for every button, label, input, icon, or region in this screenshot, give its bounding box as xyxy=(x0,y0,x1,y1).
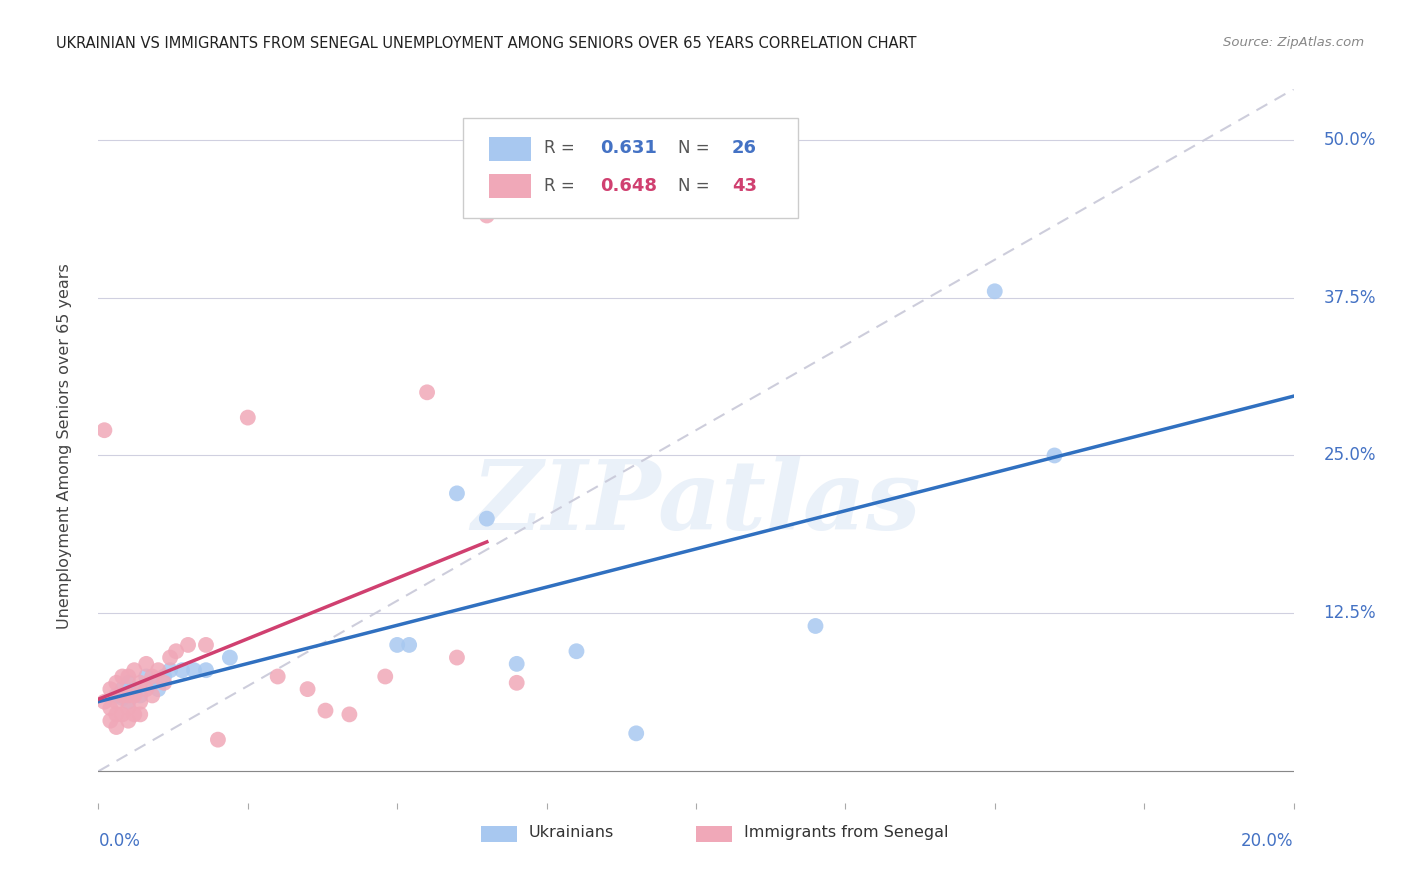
Point xyxy=(565,644,588,658)
FancyBboxPatch shape xyxy=(463,118,797,218)
Point xyxy=(506,675,529,690)
Point xyxy=(93,423,115,437)
Point xyxy=(111,707,134,722)
Point xyxy=(315,704,337,718)
Point xyxy=(172,663,194,677)
Point xyxy=(111,690,134,705)
Point xyxy=(207,732,229,747)
Y-axis label: Unemployment Among Seniors over 65 years: Unemployment Among Seniors over 65 years xyxy=(58,263,72,629)
Point xyxy=(236,410,259,425)
Point xyxy=(177,638,200,652)
Point xyxy=(148,682,170,697)
Text: UKRAINIAN VS IMMIGRANTS FROM SENEGAL UNEMPLOYMENT AMONG SENIORS OVER 65 YEARS CO: UKRAINIAN VS IMMIGRANTS FROM SENEGAL UNE… xyxy=(56,36,917,51)
Point xyxy=(117,669,139,683)
Text: 0.0%: 0.0% xyxy=(98,832,141,850)
Text: 26: 26 xyxy=(733,139,756,157)
Point xyxy=(117,714,139,728)
Point xyxy=(475,511,498,525)
Point xyxy=(93,695,115,709)
Point xyxy=(135,669,157,683)
Point xyxy=(398,638,420,652)
Point xyxy=(446,650,468,665)
Point xyxy=(141,689,163,703)
Point xyxy=(129,675,152,690)
Point xyxy=(105,695,128,709)
Point xyxy=(105,707,128,722)
Point xyxy=(183,663,205,677)
Text: R =: R = xyxy=(544,177,581,194)
Text: Source: ZipAtlas.com: Source: ZipAtlas.com xyxy=(1223,36,1364,49)
Point xyxy=(135,657,157,671)
Point xyxy=(159,663,181,677)
Point xyxy=(124,682,146,697)
Point xyxy=(219,650,242,665)
Text: 37.5%: 37.5% xyxy=(1323,289,1376,307)
Point xyxy=(124,663,146,677)
Point xyxy=(105,689,128,703)
Bar xyxy=(489,174,531,198)
Point xyxy=(124,689,146,703)
Point xyxy=(153,675,176,690)
Text: N =: N = xyxy=(678,177,714,194)
Text: Ukrainians: Ukrainians xyxy=(529,825,614,840)
Point xyxy=(141,675,163,690)
Bar xyxy=(489,137,531,161)
Text: ZIPatlas: ZIPatlas xyxy=(471,456,921,550)
Point xyxy=(105,720,128,734)
Point xyxy=(624,726,647,740)
Point xyxy=(129,695,152,709)
Point xyxy=(111,689,134,703)
Text: 0.648: 0.648 xyxy=(600,177,658,194)
Point xyxy=(135,682,157,697)
Point xyxy=(111,669,134,683)
Point xyxy=(194,663,218,677)
Point xyxy=(98,714,122,728)
Point xyxy=(374,669,396,683)
Bar xyxy=(481,826,517,842)
Text: N =: N = xyxy=(678,139,714,157)
Point xyxy=(267,669,290,683)
Point xyxy=(117,675,139,690)
Text: 0.631: 0.631 xyxy=(600,139,657,157)
Point xyxy=(165,644,187,658)
Point xyxy=(297,682,319,697)
Point xyxy=(148,663,170,677)
Point xyxy=(129,707,152,722)
Point xyxy=(117,701,139,715)
Point xyxy=(159,650,181,665)
Point xyxy=(506,657,529,671)
Point xyxy=(124,707,146,722)
Point xyxy=(117,689,139,703)
Point xyxy=(194,638,218,652)
Point xyxy=(98,682,122,697)
Point xyxy=(804,619,827,633)
Text: 20.0%: 20.0% xyxy=(1241,832,1294,850)
Text: 50.0%: 50.0% xyxy=(1323,131,1376,149)
Point xyxy=(983,285,1005,299)
Point xyxy=(416,385,439,400)
Text: 12.5%: 12.5% xyxy=(1323,605,1376,623)
Bar xyxy=(696,826,733,842)
Point xyxy=(141,669,163,683)
Point xyxy=(129,689,152,703)
Point xyxy=(111,682,134,697)
Text: R =: R = xyxy=(544,139,581,157)
Text: Immigrants from Senegal: Immigrants from Senegal xyxy=(744,825,948,840)
Point xyxy=(339,707,360,722)
Point xyxy=(446,486,468,500)
Point xyxy=(1043,449,1066,463)
Point xyxy=(385,638,409,652)
Point xyxy=(98,701,122,715)
Point xyxy=(153,669,176,683)
Point xyxy=(117,695,139,709)
Text: 25.0%: 25.0% xyxy=(1323,447,1376,465)
Text: 43: 43 xyxy=(733,177,756,194)
Point xyxy=(105,675,128,690)
Point xyxy=(475,209,498,223)
